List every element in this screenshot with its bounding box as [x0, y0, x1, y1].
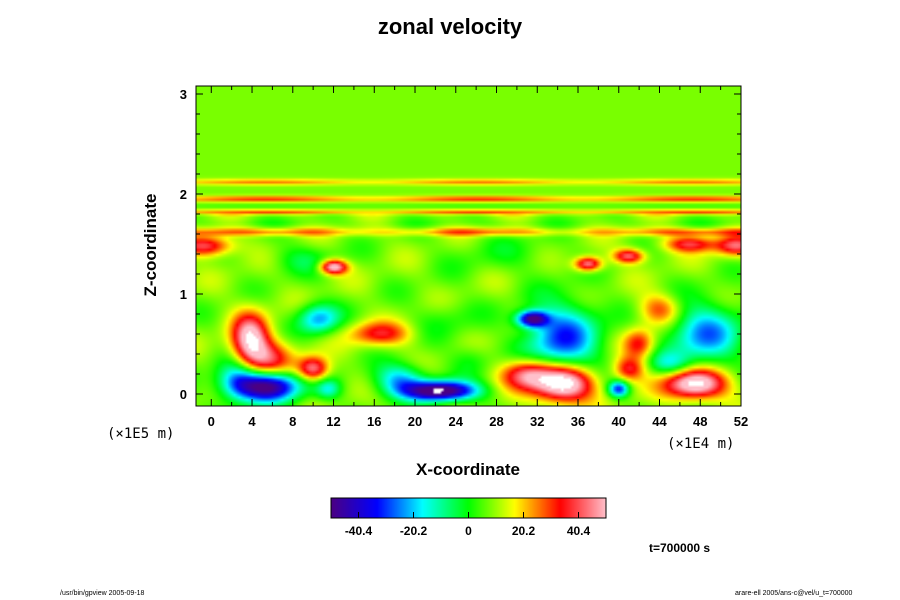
- y-tick-label: 1: [180, 287, 187, 302]
- x-tick-label: 36: [571, 414, 585, 429]
- x-axis-label: X-coordinate: [416, 460, 520, 479]
- timestamp: t=700000 s: [649, 541, 711, 555]
- x-tick-label: 12: [326, 414, 340, 429]
- x-tick-label: 28: [489, 414, 503, 429]
- colorbar-tick-label: 20.2: [512, 524, 536, 538]
- x-tick-label: 52: [734, 414, 748, 429]
- y-tick-label: 2: [180, 187, 187, 202]
- y-tick-label: 3: [180, 87, 187, 102]
- x-tick-label: 40: [612, 414, 626, 429]
- x-tick-label: 4: [248, 414, 256, 429]
- colorbar-tick-label: -40.4: [345, 524, 373, 538]
- footer-right: arare-ell 2005/ans-c@vel/u_t=700000: [735, 590, 853, 597]
- y-tick-label: 0: [180, 387, 187, 402]
- y-ticks: 0 1 2 3: [180, 87, 741, 402]
- x-tick-label: 20: [408, 414, 422, 429]
- x-ticks: 0 4 8 12 16 20 24 28 32 36 40 44 48 52: [208, 86, 748, 429]
- colorbar-ticks: -40.4 -20.2 0 20.2 40.4: [345, 512, 591, 538]
- plot-frame: [195, 85, 742, 407]
- colorbar-gradient: [331, 498, 606, 518]
- x-tick-label: 0: [208, 414, 215, 429]
- colorbar-tick-label: 40.4: [567, 524, 591, 538]
- plot-area: [195, 85, 742, 407]
- y-axis-unit: (×1E5 m): [107, 426, 175, 442]
- chart-title: zonal velocity: [377, 14, 523, 39]
- colorbar-tick-label: 0: [465, 524, 472, 538]
- x-tick-label: 16: [367, 414, 381, 429]
- x-axis-unit: (×1E4 m): [667, 436, 735, 452]
- x-tick-label: 48: [693, 414, 707, 429]
- heatmap-field: [196, 86, 741, 406]
- x-tick-label: 24: [449, 414, 464, 429]
- footer-left: /usr/bin/gpview 2005-09-18: [60, 590, 145, 597]
- x-tick-label: 32: [530, 414, 544, 429]
- x-tick-label: 8: [289, 414, 296, 429]
- x-tick-label: 44: [652, 414, 667, 429]
- colorbar-tick-label: -20.2: [400, 524, 428, 538]
